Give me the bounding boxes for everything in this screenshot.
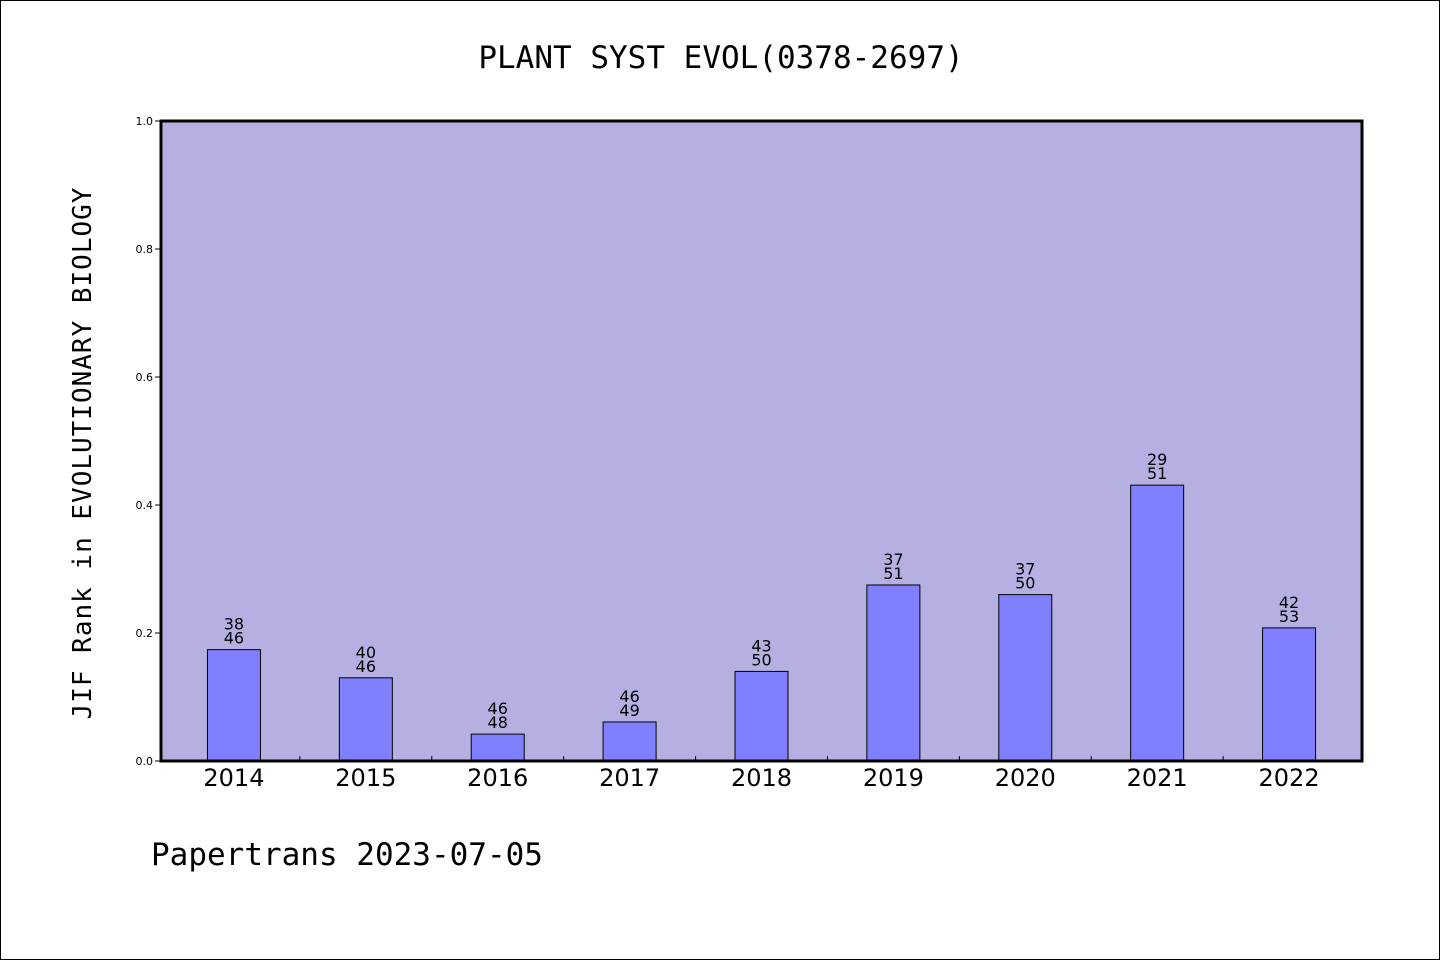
x-tick-label: 2016: [467, 764, 528, 792]
bar-rank-label: 46: [619, 687, 639, 706]
y-tick-label: 0.8: [136, 243, 154, 256]
x-tick-label: 2020: [995, 764, 1056, 792]
bar-rank-label: 37: [1015, 560, 1035, 579]
bar-2014: [206, 649, 261, 762]
y-axis-label: JIF Rank in EVOLUTIONARY BIOLOGY: [68, 187, 98, 720]
bar-rank-label: 43: [751, 636, 771, 655]
bar-rank-label: 38: [224, 615, 244, 634]
bar-total-label: 51: [883, 564, 903, 583]
bar-total-label: 51: [1147, 464, 1167, 483]
bar-2022: [1262, 627, 1317, 762]
y-tick-label: 0.4: [136, 499, 154, 512]
bar-2016: [470, 733, 525, 762]
x-tick-label: 2019: [863, 764, 924, 792]
bar-rank-label: 29: [1147, 450, 1167, 469]
bar-total-label: 50: [1015, 574, 1035, 593]
x-tick-label: 2022: [1259, 764, 1320, 792]
bar-2021: [1130, 484, 1185, 762]
bar-2020: [998, 594, 1053, 762]
y-tick-label: 0.0: [136, 755, 154, 768]
bar-total-label: 53: [1279, 607, 1299, 626]
y-tick-label: 1.0: [136, 115, 154, 128]
bar-2019: [866, 584, 921, 762]
bar-2017: [602, 721, 657, 762]
bar-2018: [734, 670, 789, 762]
bar-total-label: 46: [356, 657, 376, 676]
bar-rank-label: 40: [356, 643, 376, 662]
y-tick-label: 0.6: [136, 371, 154, 384]
x-tick-label: 2017: [599, 764, 660, 792]
x-tick-label: 2021: [1127, 764, 1188, 792]
bar-total-label: 48: [488, 713, 508, 732]
bars: [206, 484, 1317, 762]
y-tick-label: 0.2: [136, 627, 154, 640]
bar-total-label: 46: [224, 629, 244, 648]
x-tick-label: 2014: [203, 764, 264, 792]
x-tick-label: 2015: [335, 764, 396, 792]
x-tick-label: 2018: [731, 764, 792, 792]
bar-rank-label: 37: [883, 550, 903, 569]
bar-2015: [338, 677, 393, 762]
y-axis: 0.0 0.2 0.4 0.6 0.8 1.0: [136, 115, 161, 768]
bar-total-label: 50: [751, 650, 771, 669]
bar-rank-label: 46: [488, 699, 508, 718]
bar-total-label: 49: [619, 701, 639, 720]
chart-title: PLANT SYST EVOL(0378-2697): [478, 40, 963, 76]
x-axis: 2014 2015 2016 2017 2018 2019 2020 2021 2022: [203, 756, 1320, 792]
plot-border: [159, 119, 1364, 763]
bar-rank-label: 42: [1279, 593, 1299, 612]
footer-text: Papertrans 2023-07-05: [151, 837, 543, 873]
